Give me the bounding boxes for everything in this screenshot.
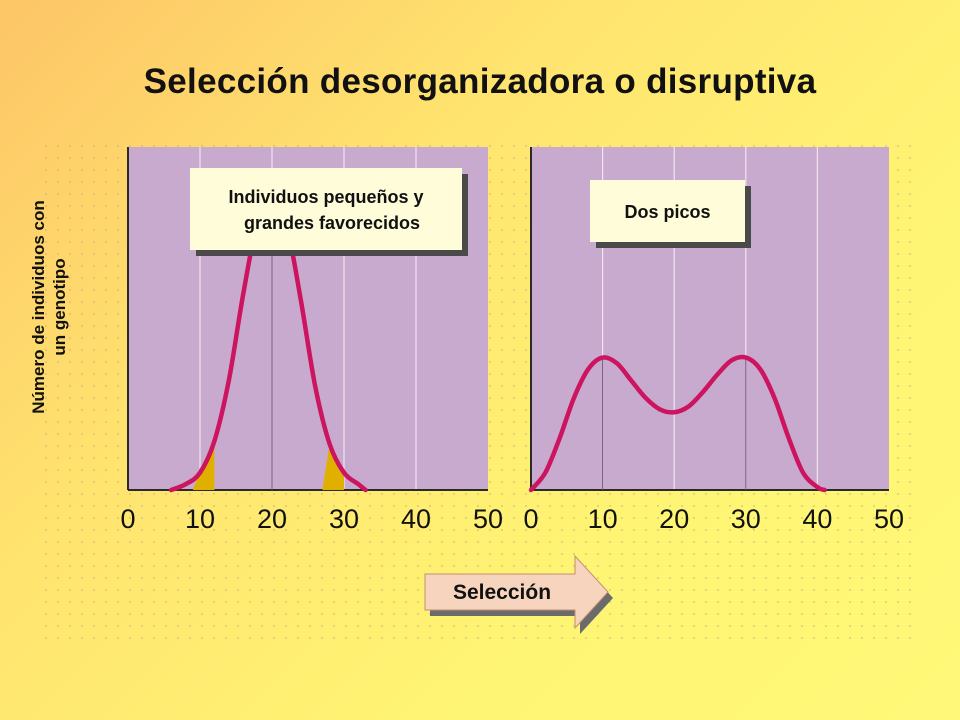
arrow-shape bbox=[424, 554, 609, 630]
x-tick-label: 40 bbox=[802, 504, 832, 534]
annotation-text: Individuos pequeños y bbox=[228, 187, 423, 207]
x-tick-label: 50 bbox=[473, 504, 503, 534]
x-tick-label: 10 bbox=[185, 504, 215, 534]
x-tick-label: 0 bbox=[523, 504, 538, 534]
x-tick-label: 30 bbox=[329, 504, 359, 534]
series-line bbox=[528, 354, 827, 493]
annotation-text: Dos picos bbox=[624, 202, 710, 222]
x-tick-label: 20 bbox=[659, 504, 689, 534]
annotation-box bbox=[190, 168, 462, 250]
chart-panel-1: 0 10 20 30 40 50 Individuos pequeños y grandes … bbox=[120, 147, 503, 534]
chart-panel-2: 0 10 20 30 40 50 Dos picos bbox=[523, 147, 904, 534]
arrow-label: Selección bbox=[453, 581, 551, 604]
favored-region bbox=[322, 443, 344, 490]
x-tick-label: 50 bbox=[874, 504, 904, 534]
page-title: Selección desorganizadora o disruptiva bbox=[143, 62, 817, 101]
selection-arrow: Selección bbox=[424, 554, 613, 634]
annotation-box bbox=[590, 180, 745, 242]
x-tick-label: 40 bbox=[401, 504, 431, 534]
x-tick-label: 10 bbox=[588, 504, 618, 534]
annotation-text: grandes favorecidos bbox=[244, 213, 420, 233]
x-tick-label: 20 bbox=[257, 504, 287, 534]
x-tick-label: 30 bbox=[731, 504, 761, 534]
x-tick-label: 0 bbox=[120, 504, 135, 534]
